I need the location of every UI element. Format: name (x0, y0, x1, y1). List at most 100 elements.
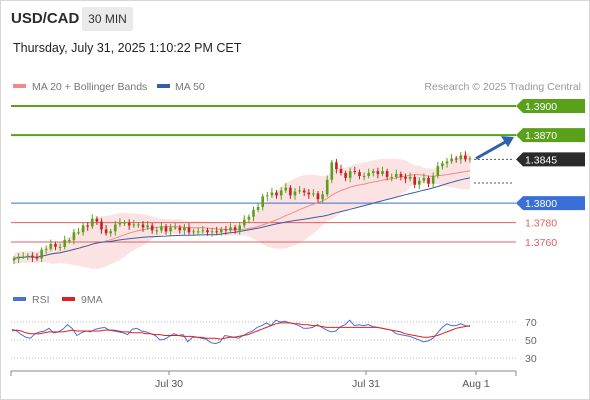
candle (201, 226, 205, 234)
rsi-9ma-line (11, 322, 471, 340)
candle (77, 227, 80, 235)
candle (169, 224, 172, 236)
candle (95, 216, 99, 225)
candle-body (72, 232, 76, 241)
candle-body (137, 224, 140, 226)
candle (348, 167, 352, 183)
candle (137, 222, 140, 228)
candle-body (399, 174, 403, 177)
candle (367, 168, 370, 179)
candle (17, 253, 20, 263)
candle (58, 243, 62, 252)
candle-body (215, 231, 218, 233)
candle (450, 154, 453, 164)
candle (284, 183, 288, 193)
rsi-tick-label: 30 (525, 353, 537, 365)
candle-body (330, 162, 334, 180)
candle-body (206, 230, 209, 233)
forecast-arrow-shaft (475, 139, 508, 160)
candle (441, 160, 444, 170)
candle (436, 161, 440, 179)
candle-body (183, 227, 186, 231)
level-tag-bg-1.3845 (516, 152, 585, 167)
candle (72, 228, 76, 245)
candle (339, 164, 343, 176)
candle (114, 221, 117, 236)
moving-averages (13, 170, 471, 259)
legend-label-ma50: MA 50 (175, 81, 205, 93)
candle-body (385, 171, 389, 177)
candle-body (362, 175, 366, 177)
candle-body (339, 169, 343, 173)
candle (127, 219, 131, 230)
forecast-arrow-head (501, 136, 514, 148)
candle (44, 245, 48, 255)
candle (464, 151, 467, 162)
candle (422, 173, 426, 184)
symbol-title: USD/CAD (11, 10, 80, 27)
candle-body (86, 225, 89, 227)
candle-body (279, 190, 283, 196)
candle (279, 187, 283, 200)
candle-body (459, 155, 463, 160)
candle-body (31, 255, 34, 258)
candle (118, 218, 122, 227)
candle-body (353, 171, 357, 173)
candle (178, 225, 182, 234)
candle (49, 239, 53, 252)
candle-body (284, 187, 288, 191)
candle-body (454, 158, 458, 160)
candle (427, 175, 430, 188)
candle-body (118, 222, 122, 225)
candle-body (436, 166, 440, 176)
candle-body (91, 218, 94, 227)
candle-body (404, 176, 407, 179)
legend-label-ma20: MA 20 + Bollinger Bands (32, 81, 147, 93)
candle-body (114, 224, 117, 232)
candle-body (49, 243, 53, 249)
candle-body (468, 158, 472, 160)
candle-body (238, 225, 241, 231)
candle (252, 206, 255, 222)
ma50-line (13, 177, 471, 259)
candle-body (316, 193, 320, 200)
candle-body (395, 174, 398, 177)
candle-body (427, 177, 430, 184)
candle-body (127, 222, 131, 226)
candle-body (233, 227, 237, 231)
candle-body (178, 227, 182, 231)
timeframe-badge[interactable]: 30 MIN (82, 7, 133, 31)
candle-body (422, 177, 426, 181)
candle-body (445, 161, 449, 164)
candle-body (431, 175, 435, 184)
candle-body (35, 257, 39, 259)
candle-body (266, 195, 269, 197)
candle-body (418, 180, 421, 185)
candle (68, 237, 71, 244)
candle (63, 235, 66, 250)
candle-body (372, 171, 375, 173)
candle (266, 192, 269, 201)
candle-body (164, 226, 168, 232)
candle-body (321, 194, 324, 200)
candle-body (256, 207, 260, 210)
candle-body (335, 162, 338, 170)
candle (362, 172, 366, 181)
x-tick-label: Aug 1 (462, 378, 490, 390)
candle-body (160, 226, 163, 231)
candle-body (220, 229, 223, 233)
candle (413, 174, 416, 189)
candle-body (441, 163, 444, 167)
candle (229, 223, 232, 233)
candle-body (252, 209, 255, 217)
legend-credit: Research © 2025 Trading Central (424, 81, 581, 93)
candle-body (302, 190, 306, 193)
candle (81, 223, 85, 236)
candle (150, 223, 154, 234)
candle-body (344, 173, 347, 178)
candle-body (348, 171, 352, 178)
candle (395, 169, 398, 180)
datetime-stamp: Thursday, July 31, 2025 1:10:22 PM CET (13, 41, 242, 55)
legend-swatch-9ma (62, 297, 75, 301)
candle (330, 159, 334, 184)
